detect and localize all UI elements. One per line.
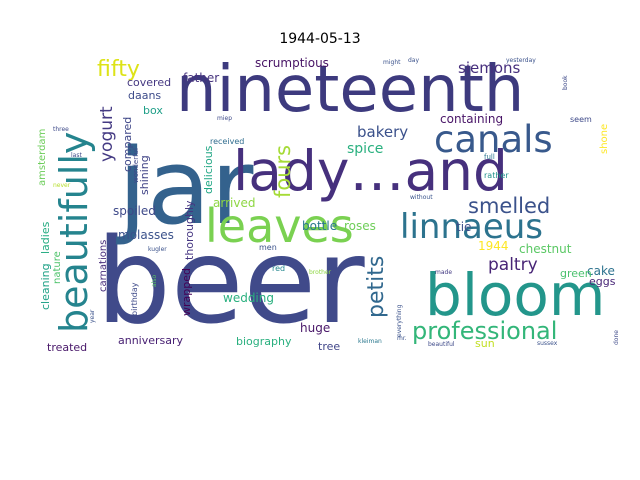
cloud-word: leaves bbox=[205, 199, 354, 253]
cloud-word: fifty bbox=[97, 57, 140, 82]
cloud-word: done bbox=[613, 330, 620, 345]
cloud-word: anniversary bbox=[118, 334, 184, 347]
cloud-word: spoiled bbox=[113, 204, 156, 218]
cloud-word: paltry bbox=[488, 255, 538, 275]
chart-title: 1944-05-13 bbox=[279, 31, 361, 47]
cloud-word: father bbox=[183, 71, 219, 85]
cloud-word: nineteenth bbox=[176, 53, 524, 127]
cloud-word: containing bbox=[440, 112, 503, 126]
cloud-word: beer bbox=[96, 212, 365, 350]
cloud-word: smelled bbox=[468, 194, 550, 218]
cloud-word: book bbox=[562, 75, 569, 90]
cloud-word: birthday bbox=[130, 282, 139, 316]
cloud-word: yogurt bbox=[97, 106, 117, 162]
cloud-word: three bbox=[53, 126, 69, 133]
cloud-word: daans bbox=[128, 89, 161, 102]
cloud-word: covered bbox=[127, 76, 171, 89]
cloud-word: made bbox=[435, 269, 452, 276]
cloud-word: box bbox=[143, 104, 163, 117]
cloud-word: red bbox=[272, 264, 285, 273]
cloud-word: siemons bbox=[458, 59, 521, 77]
cloud-word: sussex bbox=[537, 340, 558, 347]
cloud-word: wonderful bbox=[132, 148, 140, 183]
cloud-word: wedding bbox=[223, 291, 274, 305]
cloud-word: jar bbox=[116, 126, 254, 248]
cloud-word: also bbox=[151, 275, 158, 287]
cloud-word: full bbox=[484, 153, 495, 161]
cloud-word: brother bbox=[309, 269, 332, 276]
cloud-word: bloom bbox=[425, 261, 605, 329]
cloud-word: mr. bbox=[397, 335, 407, 342]
cloud-word: shone bbox=[599, 124, 610, 154]
cloud-word: kleiman bbox=[358, 338, 382, 345]
cloud-word: sun bbox=[475, 337, 495, 350]
cloud-word: canals bbox=[434, 118, 553, 161]
cloud-word: year bbox=[89, 309, 96, 323]
cloud-word: ladies bbox=[39, 221, 52, 254]
cloud-word: carnations bbox=[98, 240, 109, 292]
cloud-word: scrumptious bbox=[255, 56, 329, 70]
cloud-word: lady…and bbox=[233, 139, 508, 203]
cloud-word: 1944 bbox=[478, 239, 509, 253]
cloud-word: tree bbox=[318, 340, 340, 353]
cloud-word: miep bbox=[217, 115, 232, 122]
cloud-word: bottle bbox=[302, 219, 337, 233]
cloud-word: beautifully bbox=[52, 132, 96, 333]
cloud-word: day bbox=[408, 57, 419, 64]
cloud-word: amsterdam bbox=[37, 129, 48, 186]
cloud-word: never bbox=[53, 182, 71, 189]
cloud-word: biography bbox=[236, 335, 292, 348]
cloud-word: molasses bbox=[118, 228, 174, 242]
cloud-word: petits bbox=[364, 256, 389, 318]
cloud-word: shining bbox=[138, 155, 151, 195]
cloud-word: fours bbox=[271, 145, 295, 198]
cloud-word: compared bbox=[121, 117, 134, 172]
cloud-word: eggs bbox=[589, 275, 616, 288]
cloud-word: professional bbox=[412, 317, 557, 345]
cloud-word: roses bbox=[344, 219, 376, 233]
cloud-word: wrapped bbox=[180, 268, 193, 316]
cloud-word: thoroughly bbox=[183, 200, 196, 260]
cloud-word: might bbox=[383, 59, 401, 66]
cloud-word: last bbox=[71, 152, 82, 159]
cloud-word: bakery bbox=[357, 123, 408, 141]
cloud-word: without bbox=[410, 194, 433, 201]
cloud-word: huge bbox=[300, 321, 330, 335]
cloud-word: yesterday bbox=[506, 57, 536, 64]
cloud-word: chestnut bbox=[519, 242, 572, 256]
cloud-word: spice bbox=[347, 141, 383, 157]
cloud-word: everything bbox=[396, 304, 403, 337]
cloud-word: cleaning bbox=[39, 263, 52, 310]
cloud-word: delicious bbox=[202, 145, 215, 194]
cloud-word: green bbox=[560, 267, 592, 280]
cloud-word: men bbox=[259, 243, 277, 252]
cloud-word: received bbox=[210, 137, 244, 146]
cloud-word: linnaeus bbox=[400, 207, 543, 247]
cloud-word: kugler bbox=[148, 246, 167, 253]
cloud-word: treated bbox=[47, 341, 87, 354]
cloud-word: rather bbox=[484, 171, 509, 180]
cloud-word: tie bbox=[456, 220, 471, 234]
cloud-word: seem bbox=[570, 115, 592, 124]
cloud-word: nature bbox=[52, 251, 63, 284]
cloud-word: arrived bbox=[213, 196, 255, 210]
cloud-word: beautiful bbox=[428, 341, 455, 348]
cloud-word: cake bbox=[587, 264, 615, 278]
